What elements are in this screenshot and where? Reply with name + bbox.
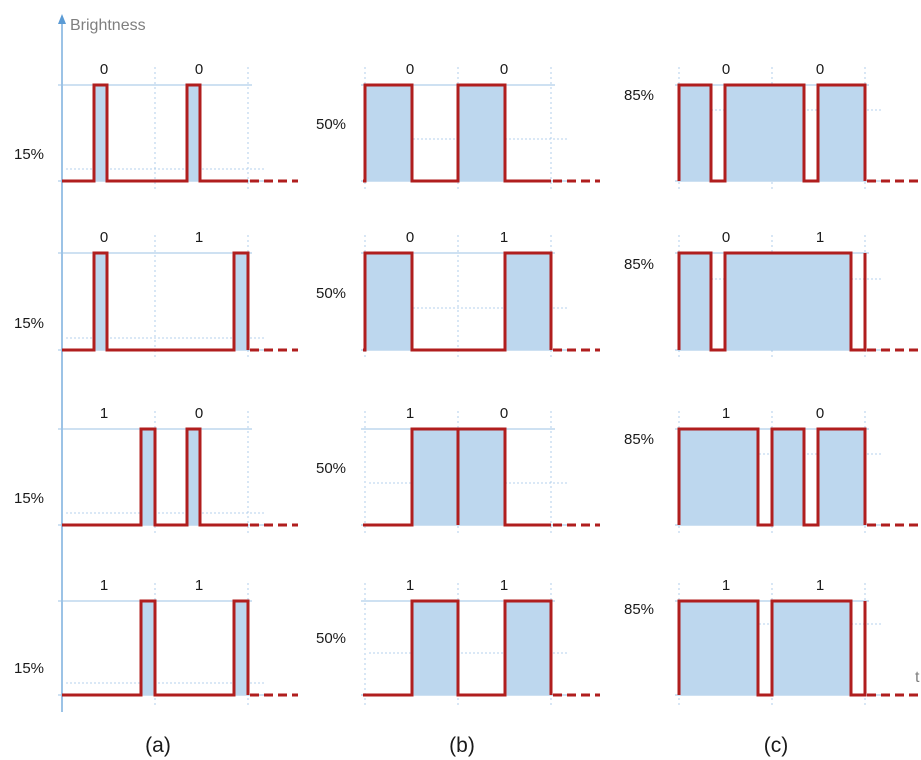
bit-label: 0 xyxy=(500,405,508,422)
pwm-row: 0 1 15% xyxy=(14,229,298,360)
axis-title-brightness: Brightness xyxy=(70,17,146,34)
pwm-row: 0 0 15% xyxy=(14,61,298,191)
bit-label: 1 xyxy=(816,229,824,246)
bit-label: 1 xyxy=(722,405,730,422)
pulse-fill xyxy=(679,85,865,181)
pwm-row: 0 0 85% xyxy=(624,61,921,191)
bit-label: 0 xyxy=(195,61,203,78)
pwm-signal xyxy=(62,251,250,352)
pwm-signal xyxy=(62,427,248,527)
duty-cycle-label: 50% xyxy=(316,460,346,477)
pwm-row: 1 1 15% xyxy=(14,577,298,705)
pwm-row: 0 1 50% xyxy=(316,229,600,360)
pwm-row: 1 1 50% xyxy=(316,577,600,705)
pwm-signal xyxy=(62,83,248,183)
pulse-fill xyxy=(62,253,248,350)
bit-label: 0 xyxy=(816,61,824,78)
bit-label: 0 xyxy=(406,61,414,78)
duty-cycle-label: 85% xyxy=(624,256,654,273)
pulse-fill xyxy=(363,253,551,350)
axis-title-time: t xyxy=(915,669,920,686)
bit-label: 0 xyxy=(500,61,508,78)
pwm-signal xyxy=(677,251,867,352)
pwm-signal xyxy=(677,83,867,183)
duty-cycle-label: 15% xyxy=(14,315,44,332)
bit-label: 1 xyxy=(406,405,414,422)
panel-label-b: (b) xyxy=(449,734,475,757)
bit-label: 0 xyxy=(100,229,108,246)
pwm-row: 1 0 15% xyxy=(14,405,298,535)
duty-cycle-label: 50% xyxy=(316,630,346,647)
bit-label: 1 xyxy=(100,405,108,422)
duty-cycle-label: 50% xyxy=(316,285,346,302)
pwm-signal xyxy=(363,251,553,352)
pwm-row: 0 0 50% xyxy=(316,61,600,191)
pwm-signal xyxy=(363,83,551,183)
pulse-fill xyxy=(679,253,865,350)
pwm-row: 1 0 50% xyxy=(316,405,600,535)
bit-label: 0 xyxy=(722,61,730,78)
pwm-row: 0 1 85% xyxy=(624,229,921,360)
bit-label: 1 xyxy=(500,229,508,246)
panel-label-c: (c) xyxy=(764,734,789,757)
pwm-row: 1 0 85% xyxy=(624,405,921,535)
pwm-signal xyxy=(677,427,867,527)
bit-label: 0 xyxy=(722,229,730,246)
duty-cycle-label: 85% xyxy=(624,601,654,618)
duty-cycle-label: 15% xyxy=(14,660,44,677)
panel-label-a: (a) xyxy=(145,734,171,757)
pwm-signal xyxy=(363,427,551,527)
axis-arrow-icon xyxy=(58,14,66,24)
duty-cycle-label: 15% xyxy=(14,490,44,507)
bit-label: 1 xyxy=(816,577,824,594)
duty-cycle-label: 15% xyxy=(14,146,44,163)
duty-cycle-label: 50% xyxy=(316,116,346,133)
duty-cycle-label: 85% xyxy=(624,431,654,448)
pwm-signal xyxy=(363,599,553,697)
pwm-signal xyxy=(677,599,867,697)
bit-label: 0 xyxy=(406,229,414,246)
pulse-fill xyxy=(62,85,248,181)
bit-label: 0 xyxy=(816,405,824,422)
brightness-axis: Brightness xyxy=(58,14,146,712)
bit-label: 1 xyxy=(195,229,203,246)
bit-label: 1 xyxy=(100,577,108,594)
bit-label: 0 xyxy=(100,61,108,78)
bit-label: 0 xyxy=(195,405,203,422)
bit-label: 1 xyxy=(195,577,203,594)
bit-label: 1 xyxy=(500,577,508,594)
duty-cycle-label: 85% xyxy=(624,87,654,104)
pwm-row: 1 1 85% xyxy=(624,577,921,705)
bit-label: 1 xyxy=(406,577,414,594)
pwm-signal xyxy=(62,599,250,697)
bit-label: 1 xyxy=(722,577,730,594)
